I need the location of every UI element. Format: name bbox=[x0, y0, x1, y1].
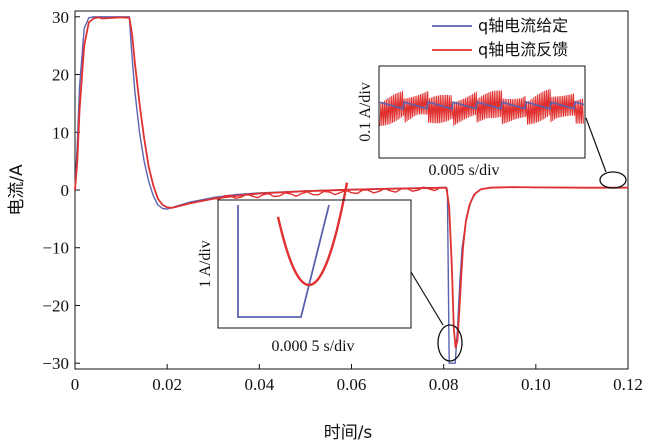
inset-transient: 1 A/div 0.000 5 s/div bbox=[197, 182, 412, 355]
y-tick-label: 30 bbox=[52, 8, 69, 27]
ticks: 0 0.02 0.04 0.06 0.08 0.10 0.12 30 20 10 0 −10 −20 −3… bbox=[42, 8, 642, 394]
inset-transient-x-label: 0.000 5 s/div bbox=[271, 338, 354, 355]
legend-label-setpoint: q轴电流给定 bbox=[478, 16, 568, 35]
zoom-connector-steady bbox=[585, 117, 607, 173]
inset-steady-x-label: 0.005 s/div bbox=[428, 162, 499, 179]
x-tick-label: 0 bbox=[71, 375, 80, 394]
y-tick-label: −10 bbox=[42, 239, 69, 258]
legend: q轴电流给定 q轴电流反馈 bbox=[432, 16, 568, 59]
y-tick-label: 0 bbox=[61, 181, 70, 200]
legend-label-feedback: q轴电流反馈 bbox=[478, 40, 568, 59]
y-tick-label: 20 bbox=[52, 66, 69, 85]
x-tick-label: 0.04 bbox=[244, 375, 274, 394]
series-layer bbox=[74, 16, 628, 364]
series-ripple-feedback bbox=[213, 186, 441, 200]
inset-steady-setpoint-trace bbox=[379, 100, 585, 110]
inset-transient-setpoint-trace bbox=[237, 204, 330, 318]
x-tick-label: 0.02 bbox=[152, 375, 182, 394]
inset-transient-y-label: 1 A/div bbox=[197, 240, 214, 288]
inset-steady-traces bbox=[379, 89, 585, 126]
inset-transient-frame bbox=[217, 199, 412, 329]
y-tick-label: −20 bbox=[42, 296, 69, 315]
x-tick-label: 0.10 bbox=[521, 375, 551, 394]
inset-transient-traces bbox=[237, 182, 349, 318]
inset-steady: 0.1 A/div 0.005 s/div bbox=[357, 65, 586, 179]
series-line-feedback bbox=[74, 16, 628, 349]
zoom-connector-transient bbox=[410, 271, 444, 326]
zoom-marker-transient bbox=[437, 324, 463, 362]
y-axis-label: 电流/A bbox=[7, 164, 27, 216]
inset-steady-feedback-trace bbox=[379, 89, 584, 126]
x-tick-label: 0.12 bbox=[613, 375, 643, 394]
x-axis-label: 时间/s bbox=[324, 423, 373, 443]
y-tick-label: −30 bbox=[42, 354, 69, 373]
inset-transient-feedback-trace bbox=[276, 182, 349, 287]
zoom-marker-steady bbox=[599, 171, 627, 189]
x-tick-label: 0.08 bbox=[429, 375, 459, 394]
x-tick-label: 0.06 bbox=[337, 375, 367, 394]
inset-steady-y-label: 0.1 A/div bbox=[357, 82, 374, 142]
inset-steady-frame bbox=[378, 65, 586, 159]
y-tick-label: 10 bbox=[52, 123, 69, 142]
